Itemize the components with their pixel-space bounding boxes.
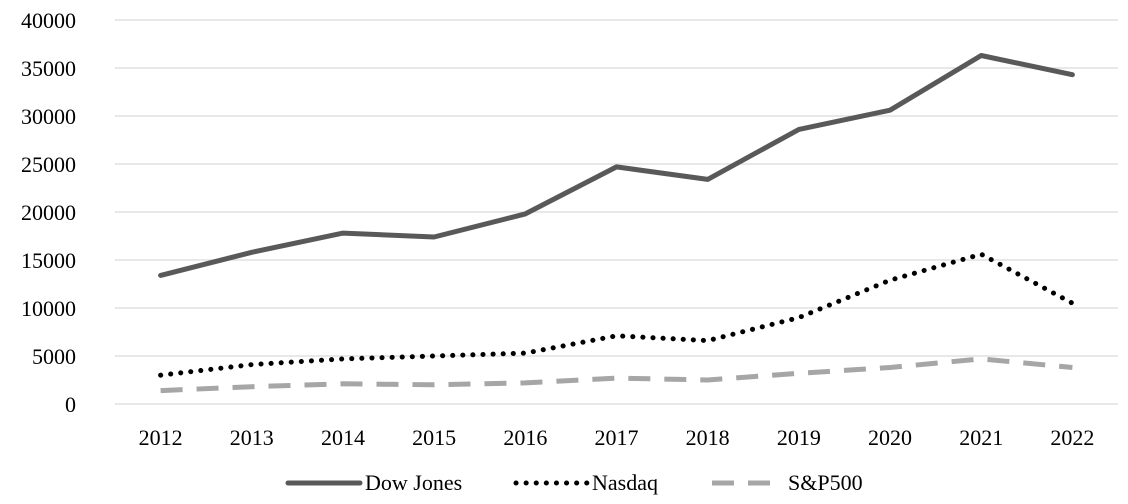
x-axis-tick-labels: 2012 2013 2014 2015 2016 2017 2018 2019 2020 2021…: [139, 425, 1095, 450]
legend-label: Dow Jones: [365, 470, 462, 495]
y-tick-label: 35000: [21, 56, 76, 81]
series-line-dow-jones: [158, 53, 1075, 278]
legend-label: S&P500: [788, 470, 863, 495]
legend: Dow Jones Nasdaq S&P500: [285, 470, 863, 495]
series-line-nasdaq: [158, 251, 1075, 378]
x-tick-label: 2021: [959, 425, 1003, 450]
y-tick-label: 15000: [21, 248, 76, 273]
x-tick-label: 2022: [1050, 425, 1094, 450]
legend-item: S&P500: [712, 470, 863, 495]
y-tick-label: 5000: [32, 344, 76, 369]
x-tick-label: 2019: [777, 425, 821, 450]
legend-label: Nasdaq: [592, 470, 658, 495]
y-tick-label: 0: [65, 392, 76, 417]
y-tick-label: 30000: [21, 104, 76, 129]
x-tick-label: 2016: [503, 425, 547, 450]
x-tick-label: 2017: [595, 425, 639, 450]
x-tick-label: 2018: [686, 425, 730, 450]
y-tick-label: 20000: [21, 200, 76, 225]
x-tick-label: 2014: [321, 425, 365, 450]
gridlines: [115, 19, 1118, 405]
series-line-s-p500: [160, 356, 1073, 394]
y-axis-tick-labels: 0 5000 10000 15000 20000 25000 30000 35000 40000: [21, 8, 76, 417]
y-tick-label: 10000: [21, 296, 76, 321]
x-tick-label: 2015: [412, 425, 456, 450]
legend-item: Dow Jones: [285, 470, 462, 495]
x-tick-label: 2012: [139, 425, 183, 450]
x-tick-label: 2020: [868, 425, 912, 450]
y-tick-label: 25000: [21, 152, 76, 177]
series-lines: [158, 53, 1075, 394]
legend-item: Nasdaq: [513, 470, 658, 495]
x-tick-label: 2013: [230, 425, 274, 450]
y-tick-label: 40000: [21, 8, 76, 33]
